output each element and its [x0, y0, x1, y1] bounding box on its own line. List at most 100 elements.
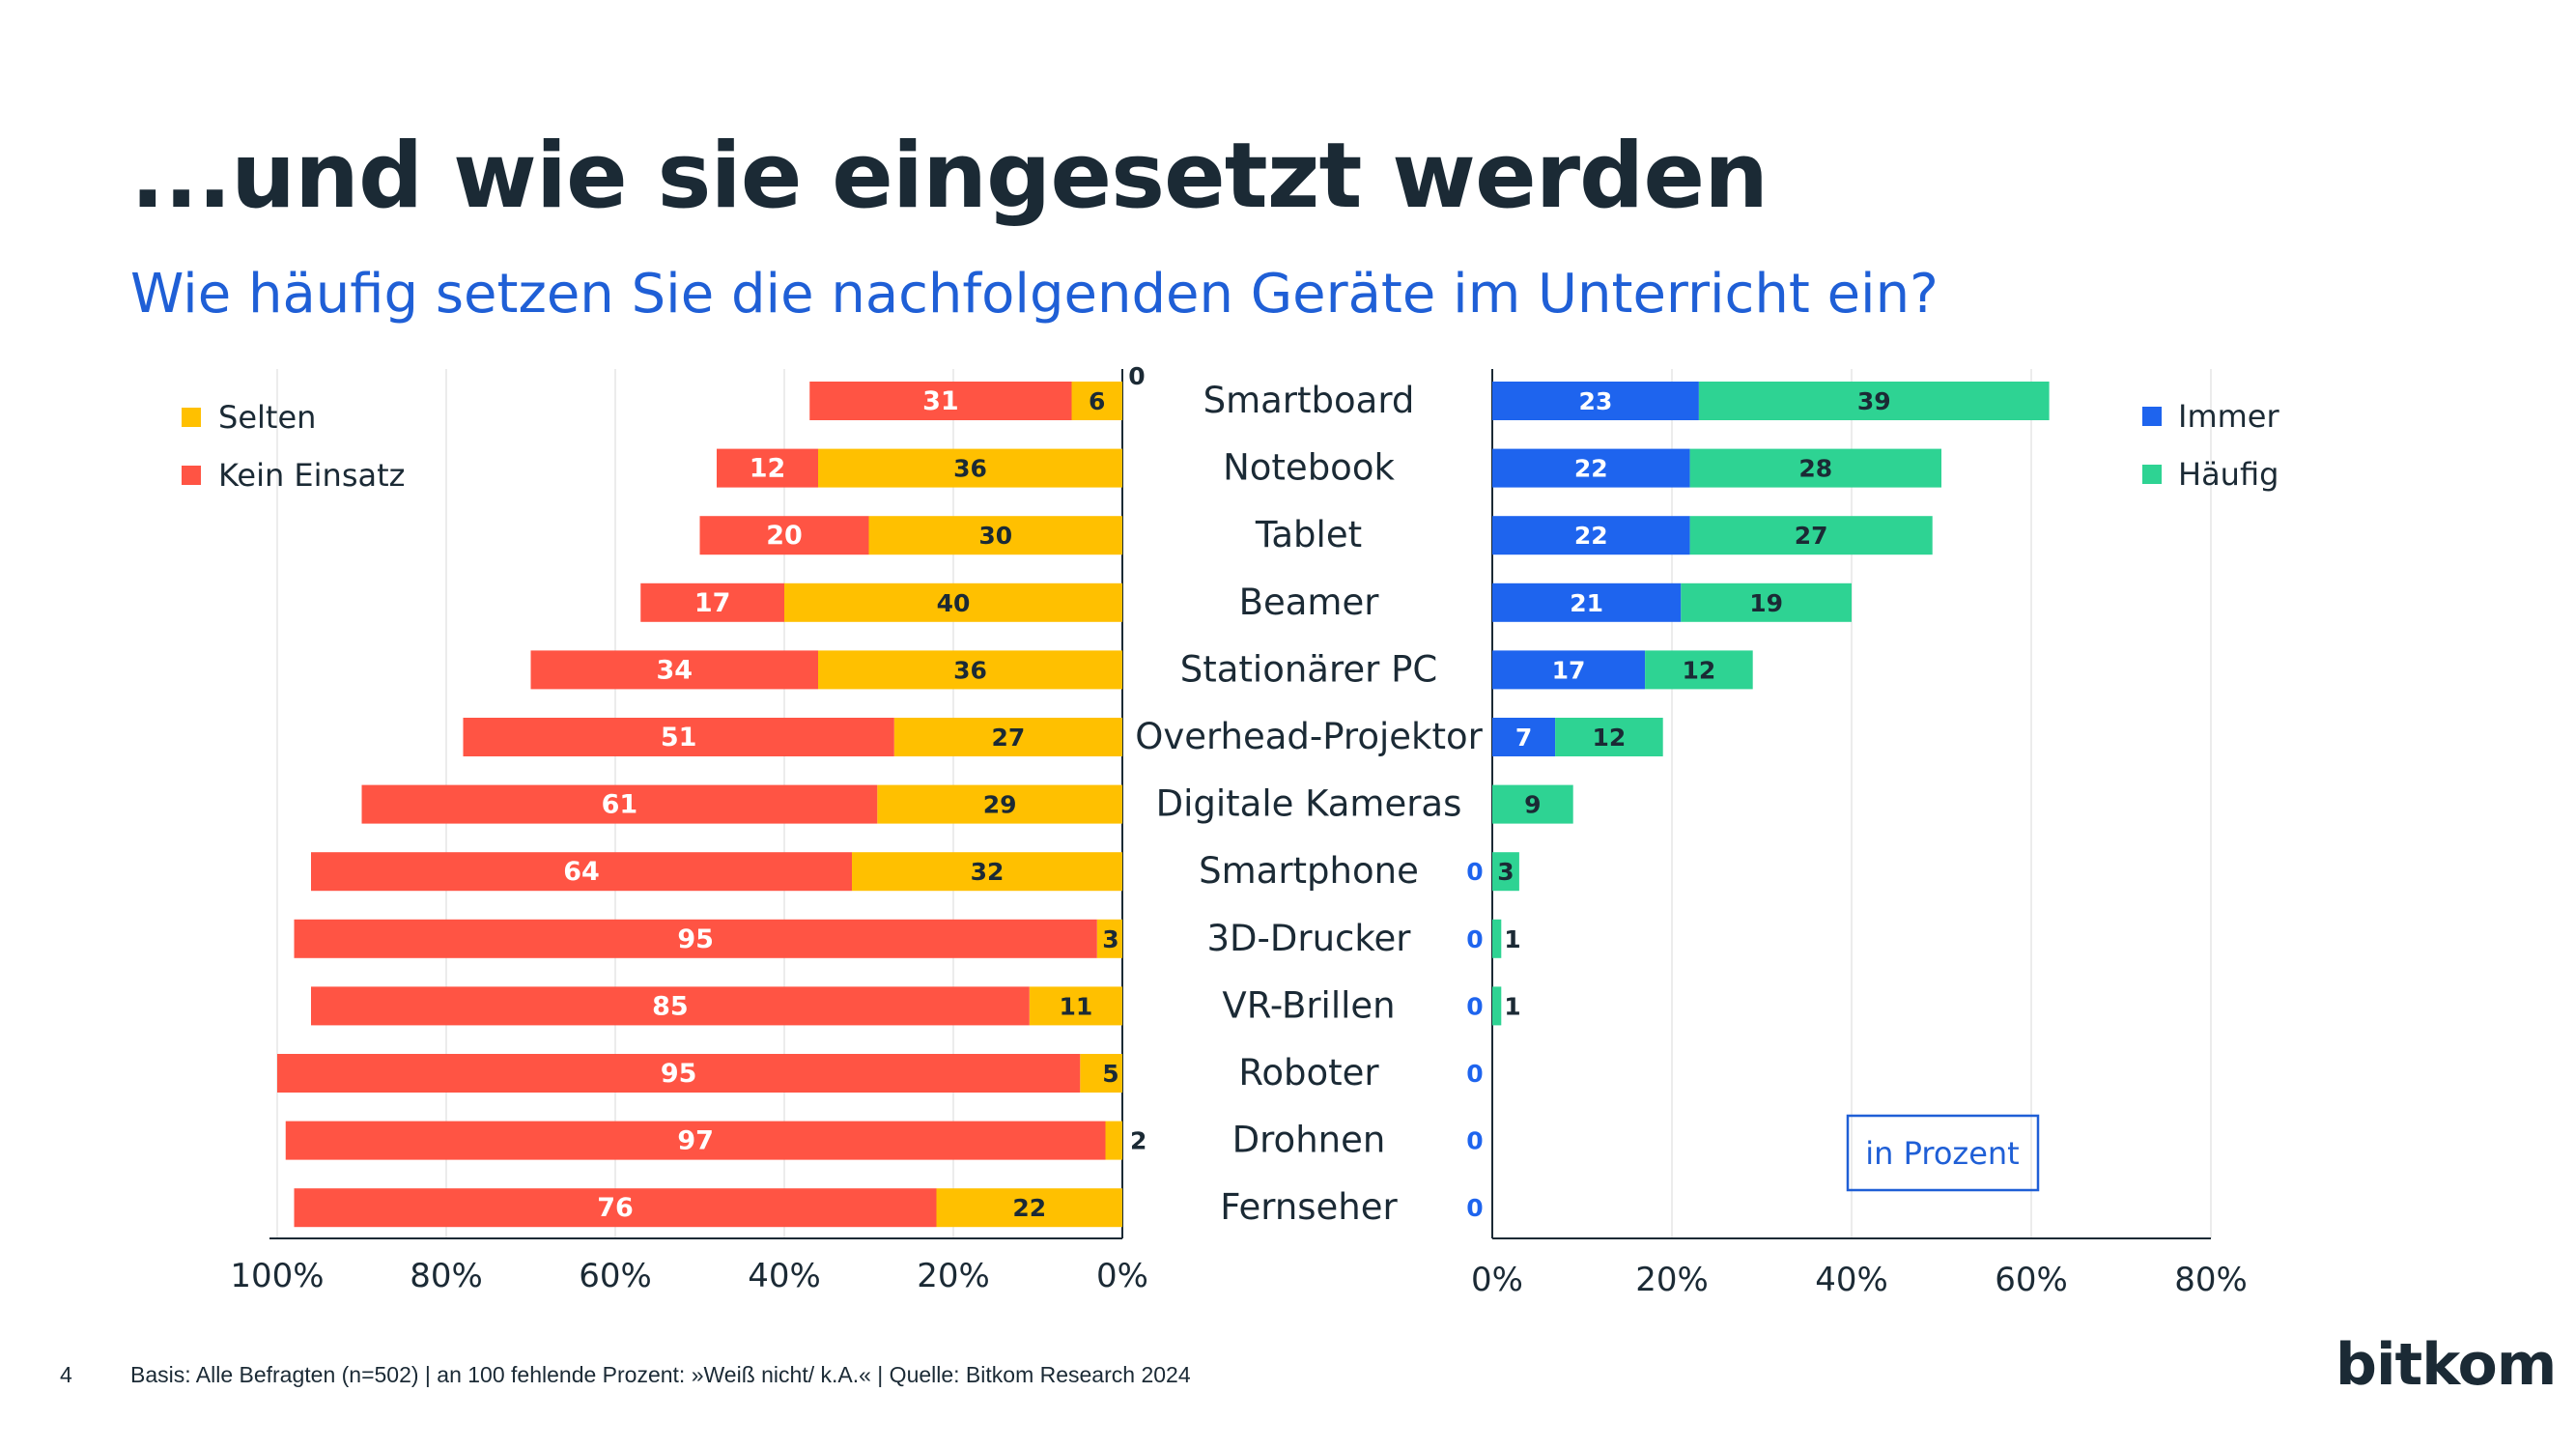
- bar-selten-smartboard: [1071, 382, 1122, 420]
- label-selten-digitale-kameras: 29: [983, 791, 1017, 819]
- bar-kein-einsatz-beamer: [640, 582, 784, 622]
- label-kein-einsatz-tablet: 20: [766, 521, 803, 551]
- category-label-stationaerer-pc: Stationärer PC: [1180, 648, 1438, 690]
- legend-swatch-haeufig: [2142, 465, 2162, 484]
- label-extra-smartboard: 0: [1128, 362, 1145, 390]
- bar-kein-einsatz-tablet: [699, 516, 869, 555]
- label-kein-einsatz-vr-brillen: 85: [652, 991, 689, 1021]
- right-x-tick-label: 80%: [2174, 1261, 2248, 1299]
- left-x-tick-label: 20%: [917, 1257, 990, 1295]
- label-kein-einsatz-drohnen: 97: [677, 1126, 714, 1156]
- label-kein-einsatz-stationaerer-pc: 34: [656, 655, 693, 685]
- label-immer-stationaerer-pc: 17: [1552, 656, 1586, 684]
- category-label-vr-brillen: VR-Brillen: [1222, 984, 1395, 1026]
- bar-immer-tablet: [1492, 516, 1690, 555]
- left-x-tick-label: 100%: [230, 1257, 324, 1295]
- bar-selten-roboter: [1080, 1054, 1122, 1093]
- label-immer-zero-3d-drucker: 0: [1466, 925, 1483, 953]
- label-immer-beamer: 21: [1570, 589, 1603, 617]
- label-kein-einsatz-digitale-kameras: 61: [602, 790, 638, 820]
- label-immer-zero-fernseher: 0: [1466, 1194, 1483, 1222]
- label-selten-smartboard: 6: [1089, 387, 1105, 415]
- legend-label-kein-einsatz: Kein Einsatz: [218, 457, 405, 494]
- bar-selten-smartphone: [852, 852, 1122, 892]
- bar-selten-fernseher: [936, 1188, 1122, 1228]
- label-selten-drohnen: 2: [1130, 1127, 1146, 1155]
- label-selten-vr-brillen: 11: [1059, 992, 1092, 1020]
- label-kein-einsatz-notebook: 12: [750, 454, 786, 484]
- right-x-tick-label: 0%: [1471, 1261, 1523, 1299]
- right-x-tick-label: 20%: [1635, 1261, 1709, 1299]
- bar-kein-einsatz-digitale-kameras: [361, 784, 878, 824]
- footer-source-note: Basis: Alle Befragten (n=502) | an 100 f…: [130, 1362, 1191, 1387]
- bar-kein-einsatz-roboter: [277, 1054, 1081, 1093]
- label-haeufig-beamer: 19: [1749, 589, 1783, 617]
- label-immer-zero-drohnen: 0: [1466, 1127, 1483, 1155]
- label-kein-einsatz-roboter: 95: [661, 1059, 697, 1089]
- label-selten-beamer: 40: [937, 589, 971, 617]
- page-number: 4: [60, 1362, 72, 1387]
- label-haeufig-smartboard: 39: [1857, 387, 1891, 415]
- label-selten-roboter: 5: [1102, 1060, 1118, 1088]
- category-label-digitale-kameras: Digitale Kameras: [1156, 783, 1462, 825]
- category-label-beamer: Beamer: [1239, 582, 1380, 623]
- bar-selten-3d-drucker: [1096, 919, 1122, 958]
- bar-haeufig-3d-drucker: [1492, 919, 1502, 958]
- slide-title: ...und wie sie eingesetzt werden: [130, 124, 1769, 229]
- label-selten-fernseher: 22: [1012, 1194, 1046, 1222]
- label-selten-smartphone: 32: [971, 858, 1005, 886]
- bar-haeufig-smartboard: [1698, 382, 2050, 420]
- label-immer-notebook: 22: [1574, 455, 1608, 483]
- label-haeufig-digitale-kameras: 9: [1524, 791, 1541, 819]
- legend-label-immer: Immer: [2178, 398, 2279, 435]
- label-selten-3d-drucker: 3: [1102, 925, 1118, 953]
- right-x-tick-label: 60%: [1995, 1261, 2068, 1299]
- category-label-smartphone: Smartphone: [1199, 850, 1419, 892]
- unit-note-label: in Prozent: [1865, 1135, 2019, 1172]
- bar-kein-einsatz-stationaerer-pc: [530, 650, 818, 690]
- label-selten-overhead-projektor: 27: [991, 724, 1025, 752]
- bar-kein-einsatz-smartboard: [809, 382, 1072, 420]
- bar-haeufig-smartphone: [1492, 852, 1519, 892]
- label-kein-einsatz-fernseher: 76: [597, 1193, 634, 1223]
- bar-kein-einsatz-3d-drucker: [294, 919, 1097, 958]
- category-label-overhead-projektor: Overhead-Projektor: [1135, 716, 1483, 757]
- bar-kein-einsatz-vr-brillen: [311, 986, 1030, 1026]
- category-label-fernseher: Fernseher: [1220, 1186, 1398, 1228]
- bar-immer-overhead-projektor: [1492, 718, 1556, 756]
- bar-haeufig-overhead-projektor: [1555, 718, 1663, 756]
- legend-swatch-kein-einsatz: [182, 466, 201, 485]
- category-label-smartboard: Smartboard: [1203, 380, 1415, 421]
- bar-selten-digitale-kameras: [877, 784, 1122, 824]
- left-x-tick-label: 60%: [579, 1257, 652, 1295]
- label-selten-stationaerer-pc: 36: [953, 656, 987, 684]
- label-immer-zero-smartphone: 0: [1466, 858, 1483, 886]
- legend-swatch-selten: [182, 408, 201, 427]
- bar-kein-einsatz-drohnen: [285, 1121, 1106, 1160]
- label-immer-overhead-projektor: 7: [1515, 724, 1532, 752]
- label-kein-einsatz-overhead-projektor: 51: [661, 723, 697, 753]
- label-selten-notebook: 36: [953, 455, 987, 483]
- bitkom-logo: bitkom: [2335, 1331, 2557, 1399]
- label-kein-einsatz-smartphone: 64: [563, 857, 600, 887]
- bar-selten-notebook: [818, 448, 1122, 488]
- unit-note-box: [1846, 1114, 2040, 1192]
- left-x-tick-label: 40%: [748, 1257, 821, 1295]
- label-haeufig-tablet: 27: [1795, 522, 1828, 550]
- bar-haeufig-stationaerer-pc: [1645, 650, 1753, 690]
- bar-haeufig-tablet: [1689, 516, 1933, 555]
- legend-swatch-immer: [2142, 407, 2162, 426]
- bar-selten-vr-brillen: [1029, 986, 1122, 1026]
- label-immer-zero-vr-brillen: 0: [1466, 992, 1483, 1020]
- label-haeufig-vr-brillen: 1: [1504, 992, 1520, 1020]
- bar-immer-smartboard: [1492, 382, 1699, 420]
- slide-subtitle: Wie häufig setzen Sie die nachfolgenden …: [130, 263, 1939, 326]
- label-selten-tablet: 30: [978, 522, 1012, 550]
- label-kein-einsatz-smartboard: 31: [922, 386, 959, 416]
- bar-selten-tablet: [868, 516, 1122, 555]
- bar-immer-stationaerer-pc: [1492, 650, 1646, 690]
- category-label-notebook: Notebook: [1223, 447, 1395, 489]
- category-label-drohnen: Drohnen: [1232, 1120, 1386, 1161]
- bar-haeufig-digitale-kameras: [1492, 784, 1573, 824]
